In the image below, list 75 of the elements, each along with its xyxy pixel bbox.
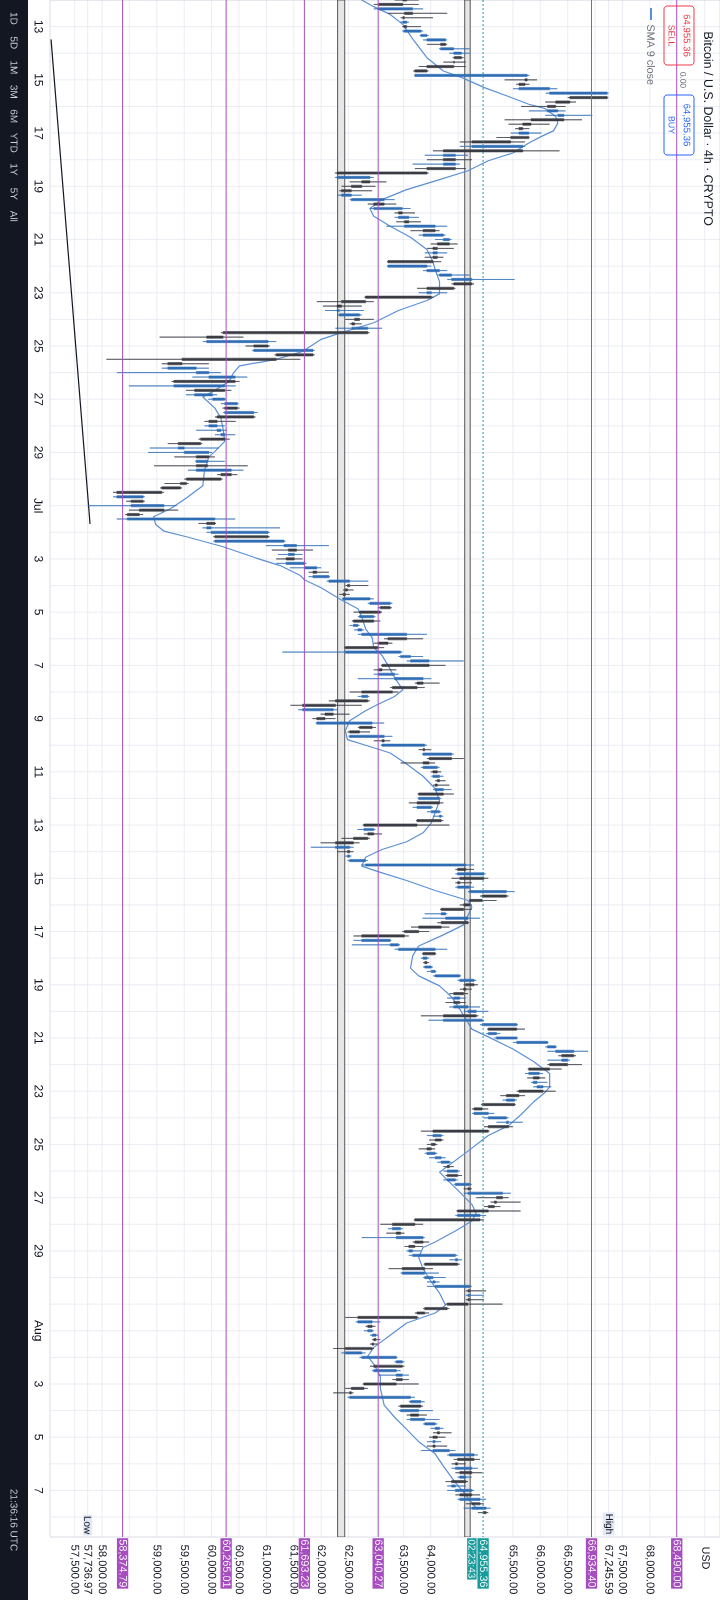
y-tick-label: 5 (34, 1434, 43, 1441)
x-tick-label: 57,500.00 (70, 1545, 80, 1595)
annotation: 0.00 (680, 72, 687, 88)
y-tick-label: 9 (34, 715, 43, 722)
x-tick-label: 66,500.00 (563, 1545, 573, 1595)
annotation: Low (84, 1516, 92, 1535)
text: USD (702, 1547, 710, 1569)
y-tick-label: 19 (34, 978, 43, 991)
y-tick-label: 25 (34, 1138, 43, 1151)
annotation: SELL (668, 25, 675, 46)
annotation: BUY (668, 116, 675, 134)
annotation: High (603, 1514, 614, 1534)
x-tick-label: 67,500.00 (617, 1545, 628, 1595)
legend-label: SMA 9 close (647, 24, 655, 85)
y-tick-label: 21 (34, 233, 43, 246)
y-tick-label: 19 (34, 180, 43, 193)
y-tick-label: 21 (34, 1031, 43, 1045)
y-tick-label: 7 (34, 662, 43, 669)
y-tick-label: 15 (34, 74, 43, 86)
x-tick-label: 60,500.00 (234, 1545, 244, 1595)
x-tick-label: 59,500.00 (179, 1545, 189, 1595)
ref-line-label: 66,934.40 (587, 1539, 596, 1588)
x-tick-label: 58,000.00 (97, 1545, 107, 1595)
x-tick-label: 63,500.00 (398, 1545, 408, 1595)
y-tick-label: 23 (34, 286, 43, 299)
y-tick-label: 13 (34, 20, 43, 33)
text: 21:36:16 UTC (10, 1489, 18, 1551)
x-tick-label: 61,500.00 (289, 1545, 299, 1595)
ref-line-label: 61,693.23 (299, 1539, 309, 1587)
y-tick-label: 27 (34, 1191, 43, 1204)
x-tick-label: 67,245.59 (603, 1545, 614, 1594)
text: 6M (10, 109, 18, 123)
text: 1D (10, 12, 18, 25)
ref-line-label: 63,040.27 (373, 1539, 383, 1587)
y-tick-label: 17 (34, 925, 43, 938)
x-tick-label: 68,000.00 (645, 1545, 655, 1595)
y-tick-label: 3 (34, 556, 43, 562)
y-tick-label: Jul (34, 498, 43, 513)
ref-line-label: 68,490.00 (672, 1539, 682, 1588)
text: 5D (10, 36, 18, 49)
x-tick-label: 66,000.00 (535, 1545, 545, 1595)
text: YTD (10, 133, 18, 153)
text: 1Y (10, 164, 18, 176)
text: 3M (10, 85, 18, 98)
text: 02:23:43 (468, 1539, 476, 1578)
text: Bitcoin / U.S. Dollar · 4h · CRYPTO (704, 32, 714, 226)
y-tick-label: 15 (34, 872, 43, 885)
x-tick-label: 59,000.00 (152, 1545, 162, 1595)
ref-line-label: 64,955.36 (478, 1539, 488, 1587)
annotation: 64,955.36 (682, 104, 691, 146)
y-tick-label: 29 (34, 1244, 43, 1257)
x-tick-label: 62,500.00 (343, 1545, 354, 1595)
y-tick-label: 11 (34, 766, 43, 778)
y-tick-label: 23 (34, 1085, 43, 1098)
x-tick-label: 64,000.00 (426, 1545, 436, 1595)
text: 5Y (10, 188, 18, 200)
x-tick-label: 65,500.00 (508, 1545, 518, 1595)
y-tick-label: 17 (34, 127, 43, 140)
x-tick-label: 61,000.00 (261, 1545, 272, 1595)
y-tick-label: 27 (34, 393, 43, 406)
y-tick-label: 13 (34, 819, 43, 832)
text: All (10, 210, 18, 222)
x-tick-label: 60,000.00 (206, 1545, 217, 1595)
x-tick-label: 62,000.00 (316, 1545, 326, 1595)
annotation: 64,955.36 (682, 14, 691, 57)
y-tick-label: 7 (34, 1487, 43, 1494)
x-tick-label: 57,736.97 (83, 1545, 93, 1594)
y-tick-label: 5 (34, 609, 43, 615)
ref-line-label: 60,265.01 (221, 1539, 231, 1587)
y-tick-label: 3 (34, 1381, 43, 1387)
y-tick-label: 29 (34, 446, 43, 459)
text: 1M (10, 61, 18, 74)
y-tick-label: 25 (34, 339, 43, 353)
y-tick-label: Aug (32, 1320, 43, 1341)
ref-line-label: 58,374.79 (118, 1539, 128, 1587)
